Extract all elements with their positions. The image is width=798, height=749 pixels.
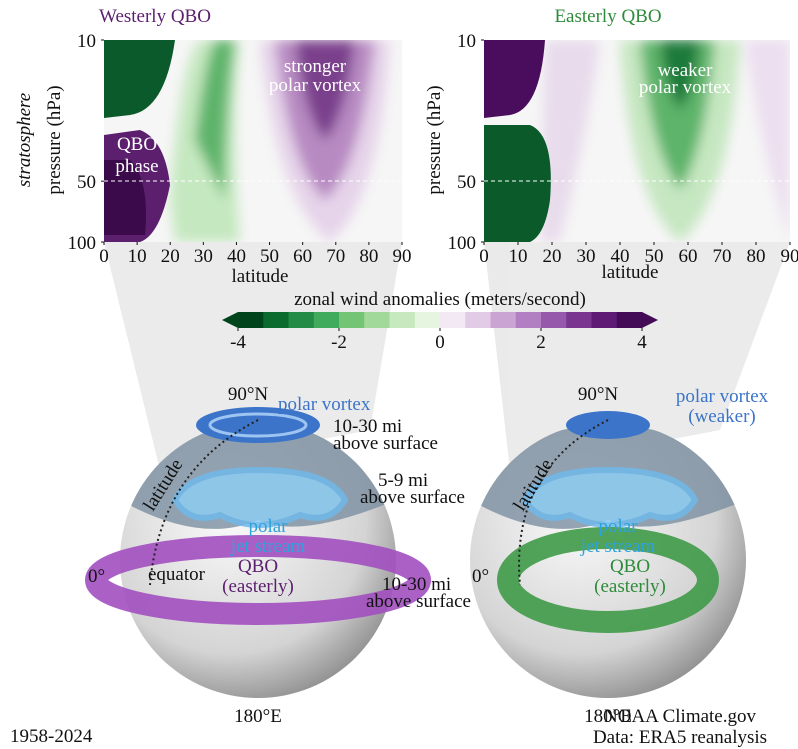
swatch <box>314 312 340 328</box>
y-tick-label: 100 <box>68 233 97 254</box>
label: 0° <box>472 566 489 587</box>
line: polar vortex <box>278 394 371 415</box>
line: above surface <box>366 591 471 612</box>
x-tick-label: 0 <box>479 246 489 267</box>
y-tick-label: 10 <box>457 31 476 52</box>
y-tick-label: 50 <box>457 172 476 193</box>
swatch <box>415 312 441 328</box>
swatch <box>339 312 365 328</box>
line: polar <box>248 516 288 537</box>
line: above surface <box>333 433 438 454</box>
line: phase <box>115 156 158 177</box>
footer: NOAA Climate.gov <box>604 706 756 727</box>
x-tick-label: 80 <box>747 246 766 267</box>
y-label: pressure (hPa) <box>44 85 65 194</box>
x-tick-label: 40 <box>227 246 246 267</box>
line: jet stream <box>580 536 656 557</box>
x-label: latitude <box>232 266 289 287</box>
y-tick-label: 10 <box>77 31 96 52</box>
x-tick-label: 10 <box>128 246 147 267</box>
line: QBO <box>238 556 278 577</box>
x-tick-label: 90 <box>781 246 798 267</box>
swatch <box>617 312 643 328</box>
label: 90°N <box>578 384 619 405</box>
x-tick-label: 20 <box>161 246 180 267</box>
x-tick-label: 60 <box>293 246 312 267</box>
label: polar vortex <box>278 394 371 415</box>
line: QBO <box>610 556 650 577</box>
contour-easterly <box>484 40 790 242</box>
line: polar vortex <box>269 75 362 96</box>
line: (easterly) <box>594 576 666 597</box>
x-tick-label: 60 <box>679 246 698 267</box>
swatch <box>541 312 567 328</box>
x-tick-label: 90 <box>393 246 412 267</box>
x-tick-label: 70 <box>713 246 732 267</box>
swatch <box>390 312 416 328</box>
line: jet stream <box>230 536 306 557</box>
swatch <box>364 312 390 328</box>
footer: Data: ERA5 reanalysis <box>593 727 767 748</box>
x-tick-label: 50 <box>260 246 279 267</box>
line: polar <box>598 516 638 537</box>
label: polar vortex(weaker) <box>676 386 769 427</box>
y-tick-label: 100 <box>448 233 477 254</box>
swatch <box>516 312 542 328</box>
x-tick-label: 20 <box>543 246 562 267</box>
swatch <box>566 312 592 328</box>
line: (weaker) <box>688 406 756 427</box>
colorbar-tick-label: 4 <box>637 332 647 353</box>
infographic: 0102030405060708090105010001020304050607… <box>0 0 798 749</box>
panel-title: Easterly QBO <box>554 6 661 27</box>
label: equator <box>148 564 206 585</box>
line: QBO <box>117 134 157 155</box>
swatch <box>491 312 517 328</box>
x-tick-label: 80 <box>359 246 378 267</box>
line: polar vortex <box>639 77 732 98</box>
swatch <box>263 312 289 328</box>
colorbar-tick-label: 2 <box>536 332 546 353</box>
swatch <box>592 312 618 328</box>
panel-title: Westerly QBO <box>99 6 211 27</box>
line: stronger <box>284 56 347 77</box>
colorbar-tick-label: -2 <box>331 332 347 353</box>
label: 180°E <box>234 706 282 727</box>
x-tick-label: 30 <box>577 246 596 267</box>
x-tick-label: 70 <box>326 246 345 267</box>
label: 90°N <box>228 384 269 405</box>
line: (easterly) <box>222 576 294 597</box>
swatch <box>440 312 466 328</box>
swatch <box>289 312 315 328</box>
x-tick-label: 0 <box>99 246 109 267</box>
label: 0° <box>88 566 105 587</box>
colorbar-title: zonal wind anomalies (meters/second) <box>294 289 586 310</box>
swatch <box>465 312 491 328</box>
x-tick-label: 30 <box>194 246 213 267</box>
line: polar vortex <box>676 386 769 407</box>
colorbar-tick-label: 0 <box>435 332 445 353</box>
x-tick-label: 10 <box>509 246 528 267</box>
colorbar-tick-label: -4 <box>230 332 246 353</box>
side-label: stratosphere <box>14 93 35 187</box>
y-tick-label: 50 <box>77 172 96 193</box>
swatch <box>238 312 264 328</box>
line: above surface <box>360 487 465 508</box>
x-label: latitude <box>602 262 659 283</box>
footer: 1958-2024 <box>10 726 93 747</box>
y-label: pressure (hPa) <box>424 85 445 194</box>
